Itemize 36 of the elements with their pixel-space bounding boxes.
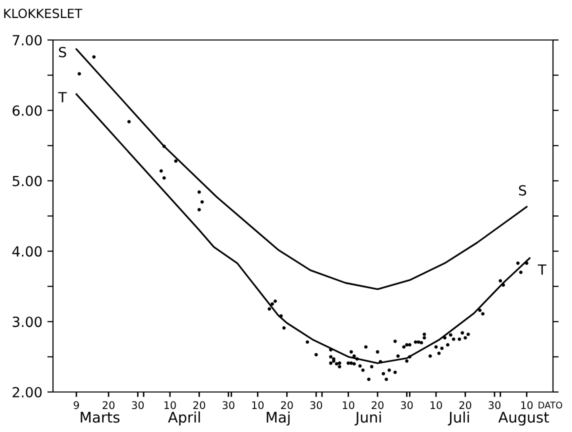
x-tick-label: 20: [372, 401, 384, 410]
y-tick-label: 3.00: [12, 316, 42, 328]
x-tick-label: 10: [430, 401, 442, 410]
line-series: [76, 93, 530, 364]
x-tick-label: 20: [193, 401, 206, 410]
y-tick-label: 6.00: [12, 105, 42, 116]
text: S: [59, 46, 66, 58]
x-tick-label: 20: [281, 401, 293, 410]
x-tick-label: 10: [521, 401, 533, 410]
x-tick-label: 10: [164, 401, 176, 410]
x2-tick-label: April: [168, 411, 200, 426]
text: T: [538, 264, 546, 275]
x-tick-label: 30: [222, 401, 234, 410]
x-tick-label: 9: [74, 401, 79, 410]
x-tick-label: 10: [252, 401, 264, 410]
x2-tick-label: Juni: [354, 411, 381, 426]
y-tick-label: 2.00: [12, 386, 42, 398]
x-tick-label: 30: [132, 401, 144, 410]
series-label: T: [58, 92, 67, 102]
x-tick-label: 20: [102, 401, 114, 410]
legend-label: S: [519, 185, 526, 196]
x2-tick-label: Maj: [266, 411, 290, 426]
y-tick-label: 7.00: [12, 34, 42, 46]
x2-tick-label: August: [498, 412, 549, 426]
y-axis-title: KLOKKESLET: [4, 8, 82, 18]
x-tick-label: 20: [459, 401, 472, 410]
x2-tick-label: Juli: [448, 411, 469, 426]
x-axis-title: DATO: [538, 402, 562, 409]
x-tick-label: 10: [342, 401, 354, 410]
y-tick-label: 4.00: [12, 246, 42, 257]
x-tick-label: 30: [400, 401, 413, 410]
x2-tick-label: Marts: [80, 412, 120, 423]
x-tick-label: 30: [488, 401, 500, 410]
line-series: [76, 48, 528, 290]
y-tick-label: 5.00: [12, 176, 42, 186]
x-tick-label: 30: [310, 401, 322, 410]
